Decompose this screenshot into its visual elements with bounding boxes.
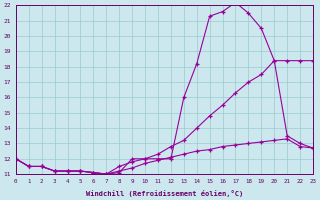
X-axis label: Windchill (Refroidissement éolien,°C): Windchill (Refroidissement éolien,°C) — [86, 190, 243, 197]
